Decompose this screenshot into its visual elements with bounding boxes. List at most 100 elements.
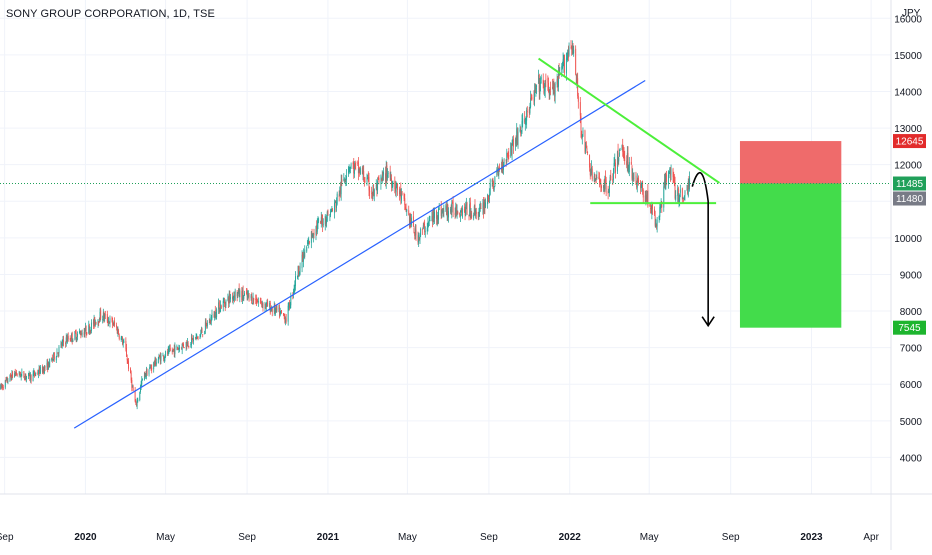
candle-body — [587, 151, 589, 154]
candle-body — [480, 208, 482, 210]
candle-body — [5, 379, 7, 381]
candle-body — [266, 301, 268, 304]
candle-body — [534, 87, 536, 89]
candle-body — [316, 225, 318, 231]
candle-body — [67, 336, 69, 340]
candle-body — [1, 386, 3, 387]
candle-body — [377, 180, 379, 190]
candle-body — [404, 206, 406, 210]
candle-body — [90, 322, 92, 332]
candle-body — [201, 329, 203, 334]
candle-body — [380, 177, 382, 184]
price-label-stop: 12645 — [896, 137, 924, 148]
candle-body — [269, 303, 271, 307]
candle-body — [234, 295, 235, 299]
x-tick-label: Sep — [0, 532, 14, 543]
candle-body — [673, 176, 675, 182]
candle-body — [151, 367, 153, 370]
candle-body — [47, 361, 49, 370]
candle-body — [104, 314, 106, 316]
candle-body — [67, 336, 69, 341]
candle-body — [475, 211, 477, 214]
candle-body — [204, 330, 206, 335]
candle-body — [177, 349, 179, 350]
candle-body — [515, 139, 517, 142]
candle-body — [414, 231, 416, 236]
candle-body — [410, 217, 412, 226]
candle-body — [516, 130, 518, 144]
candle-body — [373, 189, 375, 197]
candle-body — [321, 217, 323, 220]
candle-body — [69, 338, 71, 340]
candle-body — [510, 143, 512, 154]
candle-body — [302, 253, 304, 260]
candle-body — [265, 302, 267, 308]
y-tick-label: 8000 — [900, 307, 923, 318]
candle-body — [285, 319, 286, 323]
candle-body — [0, 384, 2, 387]
candle-body — [60, 343, 62, 346]
candle-body — [661, 203, 663, 208]
candle-body — [148, 369, 150, 375]
candle-body — [86, 332, 88, 335]
candle-body — [536, 85, 538, 87]
candle-body — [619, 148, 621, 151]
price-label-target-box — [893, 320, 926, 335]
candle-body — [112, 324, 114, 326]
candle-body — [445, 205, 447, 210]
candle-body — [452, 201, 454, 213]
candle-body — [252, 296, 254, 303]
candle-body — [137, 399, 139, 402]
candle-body — [51, 357, 53, 360]
candle-body — [159, 356, 161, 358]
candle-body — [247, 294, 249, 297]
candle-body — [477, 211, 479, 218]
candle-body — [311, 231, 313, 237]
candle-body — [232, 296, 234, 301]
candle-body — [298, 273, 300, 275]
candle-body — [165, 351, 167, 357]
candle-body — [654, 209, 655, 215]
candle-body — [542, 79, 544, 85]
candle-body — [116, 327, 118, 334]
candle-body — [242, 290, 243, 301]
candle-body — [257, 301, 259, 303]
candle-body — [307, 242, 309, 245]
candle-body — [128, 361, 129, 369]
candle-body — [173, 348, 175, 350]
candle-body — [288, 302, 290, 307]
candle-body — [114, 321, 116, 325]
candle-body — [159, 355, 161, 362]
candle-body — [516, 128, 518, 144]
candle-body — [642, 181, 644, 192]
candle-body — [679, 194, 681, 201]
candle-body — [145, 375, 147, 377]
candle-body — [228, 298, 229, 304]
candle-body — [92, 321, 94, 325]
candle-body — [24, 378, 25, 380]
y-tick-label: 12000 — [894, 161, 922, 172]
candle-body — [296, 276, 298, 278]
candle-body — [215, 316, 217, 317]
candle-body — [660, 201, 662, 208]
candle-body — [112, 320, 114, 325]
candle-body — [381, 175, 383, 181]
candle-body — [327, 210, 329, 216]
candle-body — [349, 166, 351, 168]
candle-body — [39, 366, 41, 374]
candle-body — [506, 152, 508, 161]
candle-body — [150, 367, 152, 369]
candle-body — [506, 153, 508, 154]
candle-body — [479, 207, 481, 214]
candle-body — [306, 246, 308, 252]
candle-body — [89, 328, 91, 334]
price-label-target: 7545 — [898, 323, 921, 334]
candle-body — [228, 294, 230, 303]
candle-body — [30, 374, 32, 381]
candle-body — [423, 224, 425, 226]
candle-body — [609, 182, 610, 193]
candle-body — [256, 301, 258, 304]
candle-body — [409, 216, 411, 223]
x-tick-label: 2022 — [559, 532, 582, 543]
